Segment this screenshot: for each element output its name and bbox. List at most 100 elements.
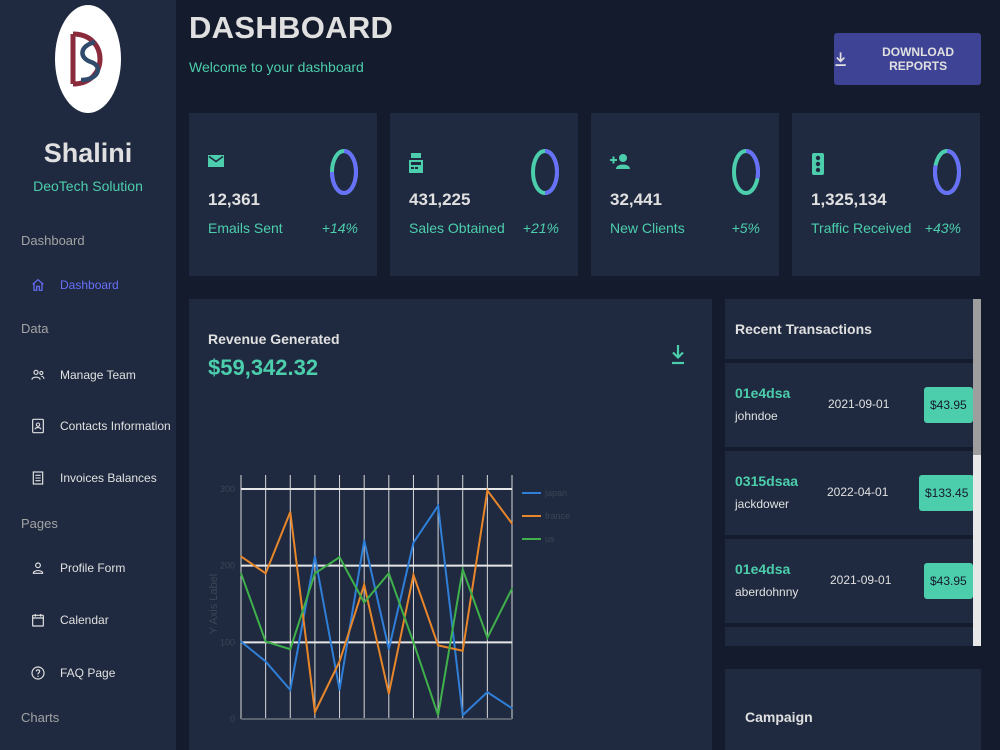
- logo-circle: [55, 5, 121, 113]
- legend-label: japan: [544, 488, 567, 498]
- team-icon: [31, 369, 45, 380]
- data-point: [412, 541, 415, 544]
- section-dashboard: Dashboard: [21, 233, 85, 248]
- recent-transactions-panel: Recent Transactions 01e4dsa johndoe 2021…: [725, 299, 981, 646]
- stat-label: Sales Obtained: [409, 220, 505, 236]
- progress-ring-fill: [544, 149, 559, 195]
- sidebar-item-faq-page[interactable]: FAQ Page: [30, 658, 115, 688]
- data-point: [363, 539, 365, 542]
- section-data: Data: [21, 321, 49, 336]
- y-tick-label: 0: [230, 714, 235, 724]
- sidebar-item-invoices-balances[interactable]: Invoices Balances: [30, 463, 157, 493]
- data-point: [511, 522, 513, 525]
- progress-ring: [531, 149, 559, 195]
- sidebar-item-contacts-information[interactable]: Contacts Information: [30, 411, 171, 441]
- transaction-date: 2021-09-01: [830, 573, 892, 587]
- data-point: [314, 711, 316, 713]
- calendar-icon: [32, 614, 44, 627]
- data-point: [461, 714, 464, 716]
- receipt-icon: [32, 471, 44, 485]
- avatar[interactable]: [55, 5, 121, 115]
- sidebar-item-dashboard[interactable]: Dashboard: [30, 270, 119, 300]
- data-point: [240, 640, 242, 643]
- transactions-title: Recent Transactions: [735, 321, 872, 337]
- stat-label: Traffic Received: [811, 220, 912, 236]
- transaction-id: 01e4dsa: [735, 561, 791, 577]
- data-point: [314, 555, 316, 558]
- progress-ring-fill: [330, 149, 358, 195]
- legend-label: france: [545, 511, 570, 521]
- data-point: [240, 555, 242, 558]
- data-point: [412, 641, 415, 644]
- data-point: [289, 648, 292, 651]
- transaction-cost: $43.95: [924, 563, 973, 599]
- stat-card-sales: 431,225 Sales Obtained +21%: [390, 113, 578, 276]
- revenue-value: $59,342.32: [208, 355, 319, 380]
- help-icon: [31, 666, 45, 680]
- revenue-line-chart: 0 100 200 300 Y Axis Label japan france us: [208, 475, 570, 724]
- stat-value: 12,361: [208, 190, 260, 209]
- sidebar-item-label: Manage Team: [60, 368, 136, 382]
- sidebar-item-label: Contacts Information: [60, 419, 171, 433]
- data-point: [240, 572, 242, 575]
- stat-value: 1,325,134: [811, 190, 887, 209]
- sidebar-item-label: FAQ Page: [60, 666, 116, 680]
- transaction-row: [725, 627, 975, 646]
- stat-card-emails: 12,361 Emails Sent +14%: [189, 113, 377, 276]
- data-point: [486, 691, 489, 693]
- data-point: [486, 489, 489, 492]
- progress-ring-fill: [745, 149, 760, 179]
- sidebar-item-label: Dashboard: [60, 278, 119, 292]
- data-point: [314, 572, 316, 575]
- sidebar-item-calendar[interactable]: Calendar: [30, 605, 109, 635]
- progress-ring: [732, 149, 760, 195]
- transaction-row: 01e4dsa aberdohnny 2021-09-01 $43.95: [725, 539, 975, 623]
- scrollbar-thumb[interactable]: [973, 299, 981, 455]
- data-point: [461, 649, 464, 652]
- company-logo-icon: [70, 31, 103, 87]
- stat-increase: +43%: [924, 220, 961, 236]
- sidebar: Shalini DeoTech Solution Dashboard Dashb…: [0, 0, 176, 750]
- transaction-date: 2022-04-01: [827, 485, 889, 499]
- sidebar-item-profile-form[interactable]: Profile Form: [30, 553, 125, 583]
- progress-ring: [933, 149, 961, 195]
- revenue-panel: Revenue Generated $59,342.32 0 100 200 300 Y…: [189, 299, 712, 750]
- person-add-icon: [610, 154, 630, 169]
- email-icon: [208, 155, 224, 167]
- data-point: [388, 648, 390, 651]
- data-point: [289, 689, 292, 691]
- transaction-row: 0315dsaa jackdower 2022-04-01 $133.45: [725, 451, 975, 535]
- download-reports-label: DOWNLOAD REPORTS: [882, 45, 955, 73]
- revenue-title: Revenue Generated: [208, 331, 340, 347]
- transaction-id: 0315dsaa: [735, 473, 799, 489]
- data-point: [486, 636, 489, 639]
- data-point: [264, 572, 267, 575]
- traffic-icon: [812, 153, 824, 175]
- user-subtitle: DeoTech Solution: [33, 178, 143, 194]
- sidebar-item-label: Calendar: [60, 613, 109, 627]
- data-point: [264, 640, 267, 643]
- sidebar-item-label: Profile Form: [60, 561, 126, 575]
- user-name: Shalini: [43, 138, 133, 168]
- series-line-japan: [240, 503, 513, 718]
- data-point: [363, 601, 365, 604]
- data-point: [338, 660, 341, 663]
- transaction-row: 01e4dsa johndoe 2021-09-01 $43.95: [725, 363, 975, 447]
- transactions-scrollbar[interactable]: [973, 299, 981, 646]
- download-icon[interactable]: [670, 344, 686, 366]
- sidebar-item-manage-team[interactable]: Manage Team: [30, 360, 136, 390]
- stat-card-traffic: 1,325,134 Traffic Received +43%: [792, 113, 980, 276]
- data-point: [437, 714, 439, 716]
- series-line-us: [240, 555, 513, 716]
- progress-ring-fill: [933, 149, 961, 195]
- stat-value: 431,225: [409, 190, 471, 209]
- transaction-user: johndoe: [735, 409, 778, 423]
- section-pages: Pages: [21, 516, 58, 531]
- data-point: [388, 692, 390, 695]
- data-point: [338, 556, 341, 559]
- data-point: [363, 584, 365, 586]
- data-point: [511, 587, 513, 590]
- download-reports-button[interactable]: DOWNLOAD REPORTS: [834, 33, 981, 85]
- stat-value: 32,441: [610, 190, 662, 209]
- page-subtitle: Welcome to your dashboard: [189, 59, 364, 75]
